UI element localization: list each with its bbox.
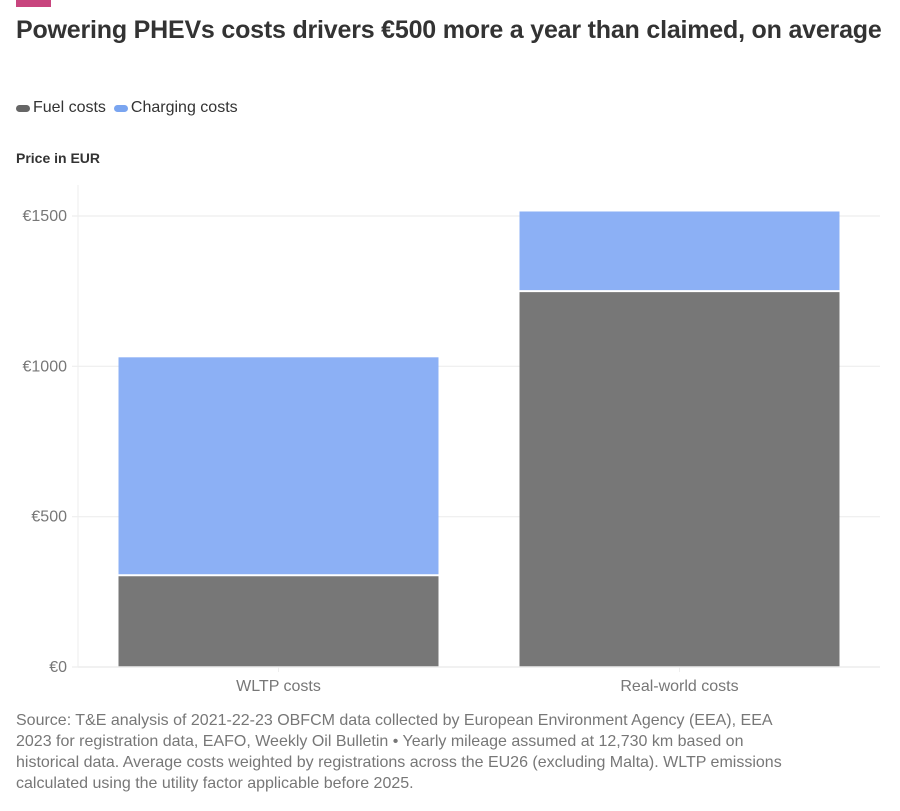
x-tick-label: WLTP costs bbox=[236, 678, 321, 695]
legend-item-fuel: Fuel costs bbox=[16, 99, 106, 117]
y-axis-title: Price in EUR bbox=[16, 150, 101, 166]
legend-swatch-charging bbox=[113, 104, 128, 112]
legend-item-charging: Charging costs bbox=[113, 99, 238, 117]
legend-label-fuel: Fuel costs bbox=[33, 99, 106, 116]
x-tick-label: Real-world costs bbox=[620, 678, 738, 695]
y-tick-label: €1000 bbox=[23, 358, 68, 375]
bar-segment-charging-costs bbox=[519, 211, 840, 292]
y-tick-label: €500 bbox=[31, 509, 67, 526]
bar-chart: €0 €500 €1000 €1500 WLTP costs Real-world cos… bbox=[23, 185, 880, 695]
y-tick-label: €0 bbox=[49, 659, 67, 676]
chart-title: Powering PHEVs costs drivers €500 more a… bbox=[16, 16, 882, 44]
bar-segment-charging-costs bbox=[118, 357, 439, 576]
bar-segment-fuel-costs bbox=[118, 575, 439, 667]
legend-label-charging: Charging costs bbox=[130, 99, 238, 116]
legend: Fuel costs Charging costs bbox=[16, 99, 246, 117]
legend-swatch-fuel bbox=[16, 104, 30, 112]
y-tick-label: €1500 bbox=[23, 208, 68, 225]
bar-segment-fuel-costs bbox=[519, 291, 840, 667]
brand-accent-bar bbox=[16, 0, 51, 7]
source-note: Source: T&E analysis of 2021-22-23 OBFCM… bbox=[16, 712, 782, 792]
